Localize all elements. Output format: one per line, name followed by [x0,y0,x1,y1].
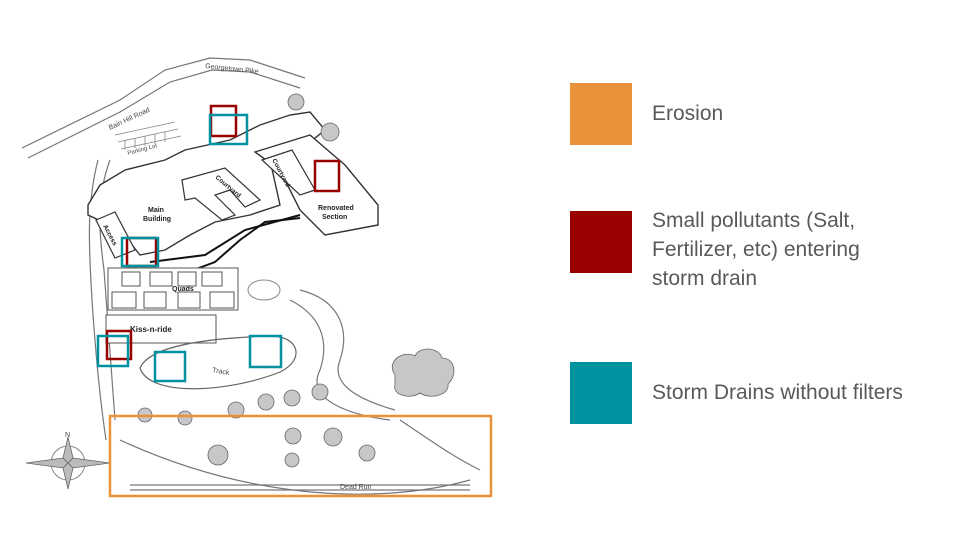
erosion-swatch [570,83,632,145]
legend-item-erosion: Erosion [570,83,950,147]
storm-drain-marker [120,236,160,268]
parking-lot-label: Parking Lot [127,143,158,157]
compass-n-label: N [65,432,70,439]
pond [247,279,281,301]
renovated-section-label-line2: Section [322,214,347,221]
campus-map: N Georgetown Pike Bain Hill Road Parking… [21,57,493,498]
road-label-bain-hill: Bain Hill Road [108,107,151,132]
kiss-n-ride-label: Kiss-n-ride [130,325,172,334]
storm-drains-label: Storm Drains without filters [652,381,903,404]
compass-rose: N [25,432,111,490]
main-courtyard [181,167,262,221]
pollutant-marker [209,104,238,138]
kiss-n-ride-area [105,314,217,344]
storm-drains-swatch [570,362,632,424]
road-label-georgetown: Georgetown Pike [205,63,259,76]
storm-drain-marker [248,334,283,369]
legend-item-storm-drains: Storm Drains without filters [570,362,950,426]
trees [137,93,455,468]
track-label: Track [212,367,231,377]
erosion-zone [108,414,493,498]
road-label-dead-run: Dead Run [340,484,372,491]
track-outline [139,335,297,390]
road-network [21,57,481,495]
access-wing [95,211,136,259]
storm-drain-marker [208,113,249,146]
walkways [149,214,301,276]
renovated-section-label: Renovated Section [318,205,356,221]
quads-label: Quads [172,286,194,293]
main-building-label-line2: Building [143,216,171,223]
main-building-label: Main Building [143,207,171,223]
renovated-section-label-line1: Renovated [318,205,354,212]
pollutant-marker [313,159,341,193]
erosion-label: Erosion [652,102,724,125]
erosion-markers [108,414,493,498]
quad-buildings [111,271,235,309]
legend-item-pollutants: Small pollutants (Salt, Fertilizer, etc)… [570,209,950,290]
main-building-label-line1: Main [148,207,164,214]
storm-drain-marker [96,334,130,368]
pollutant-marker [105,329,133,361]
pollutants-swatch [570,211,632,273]
storm-drain-marker [153,350,187,383]
parking-lot [114,121,182,150]
pollutants-label: Small pollutants (Salt, Fertilizer, etc)… [652,209,860,290]
storm-drain-markers [96,113,283,383]
